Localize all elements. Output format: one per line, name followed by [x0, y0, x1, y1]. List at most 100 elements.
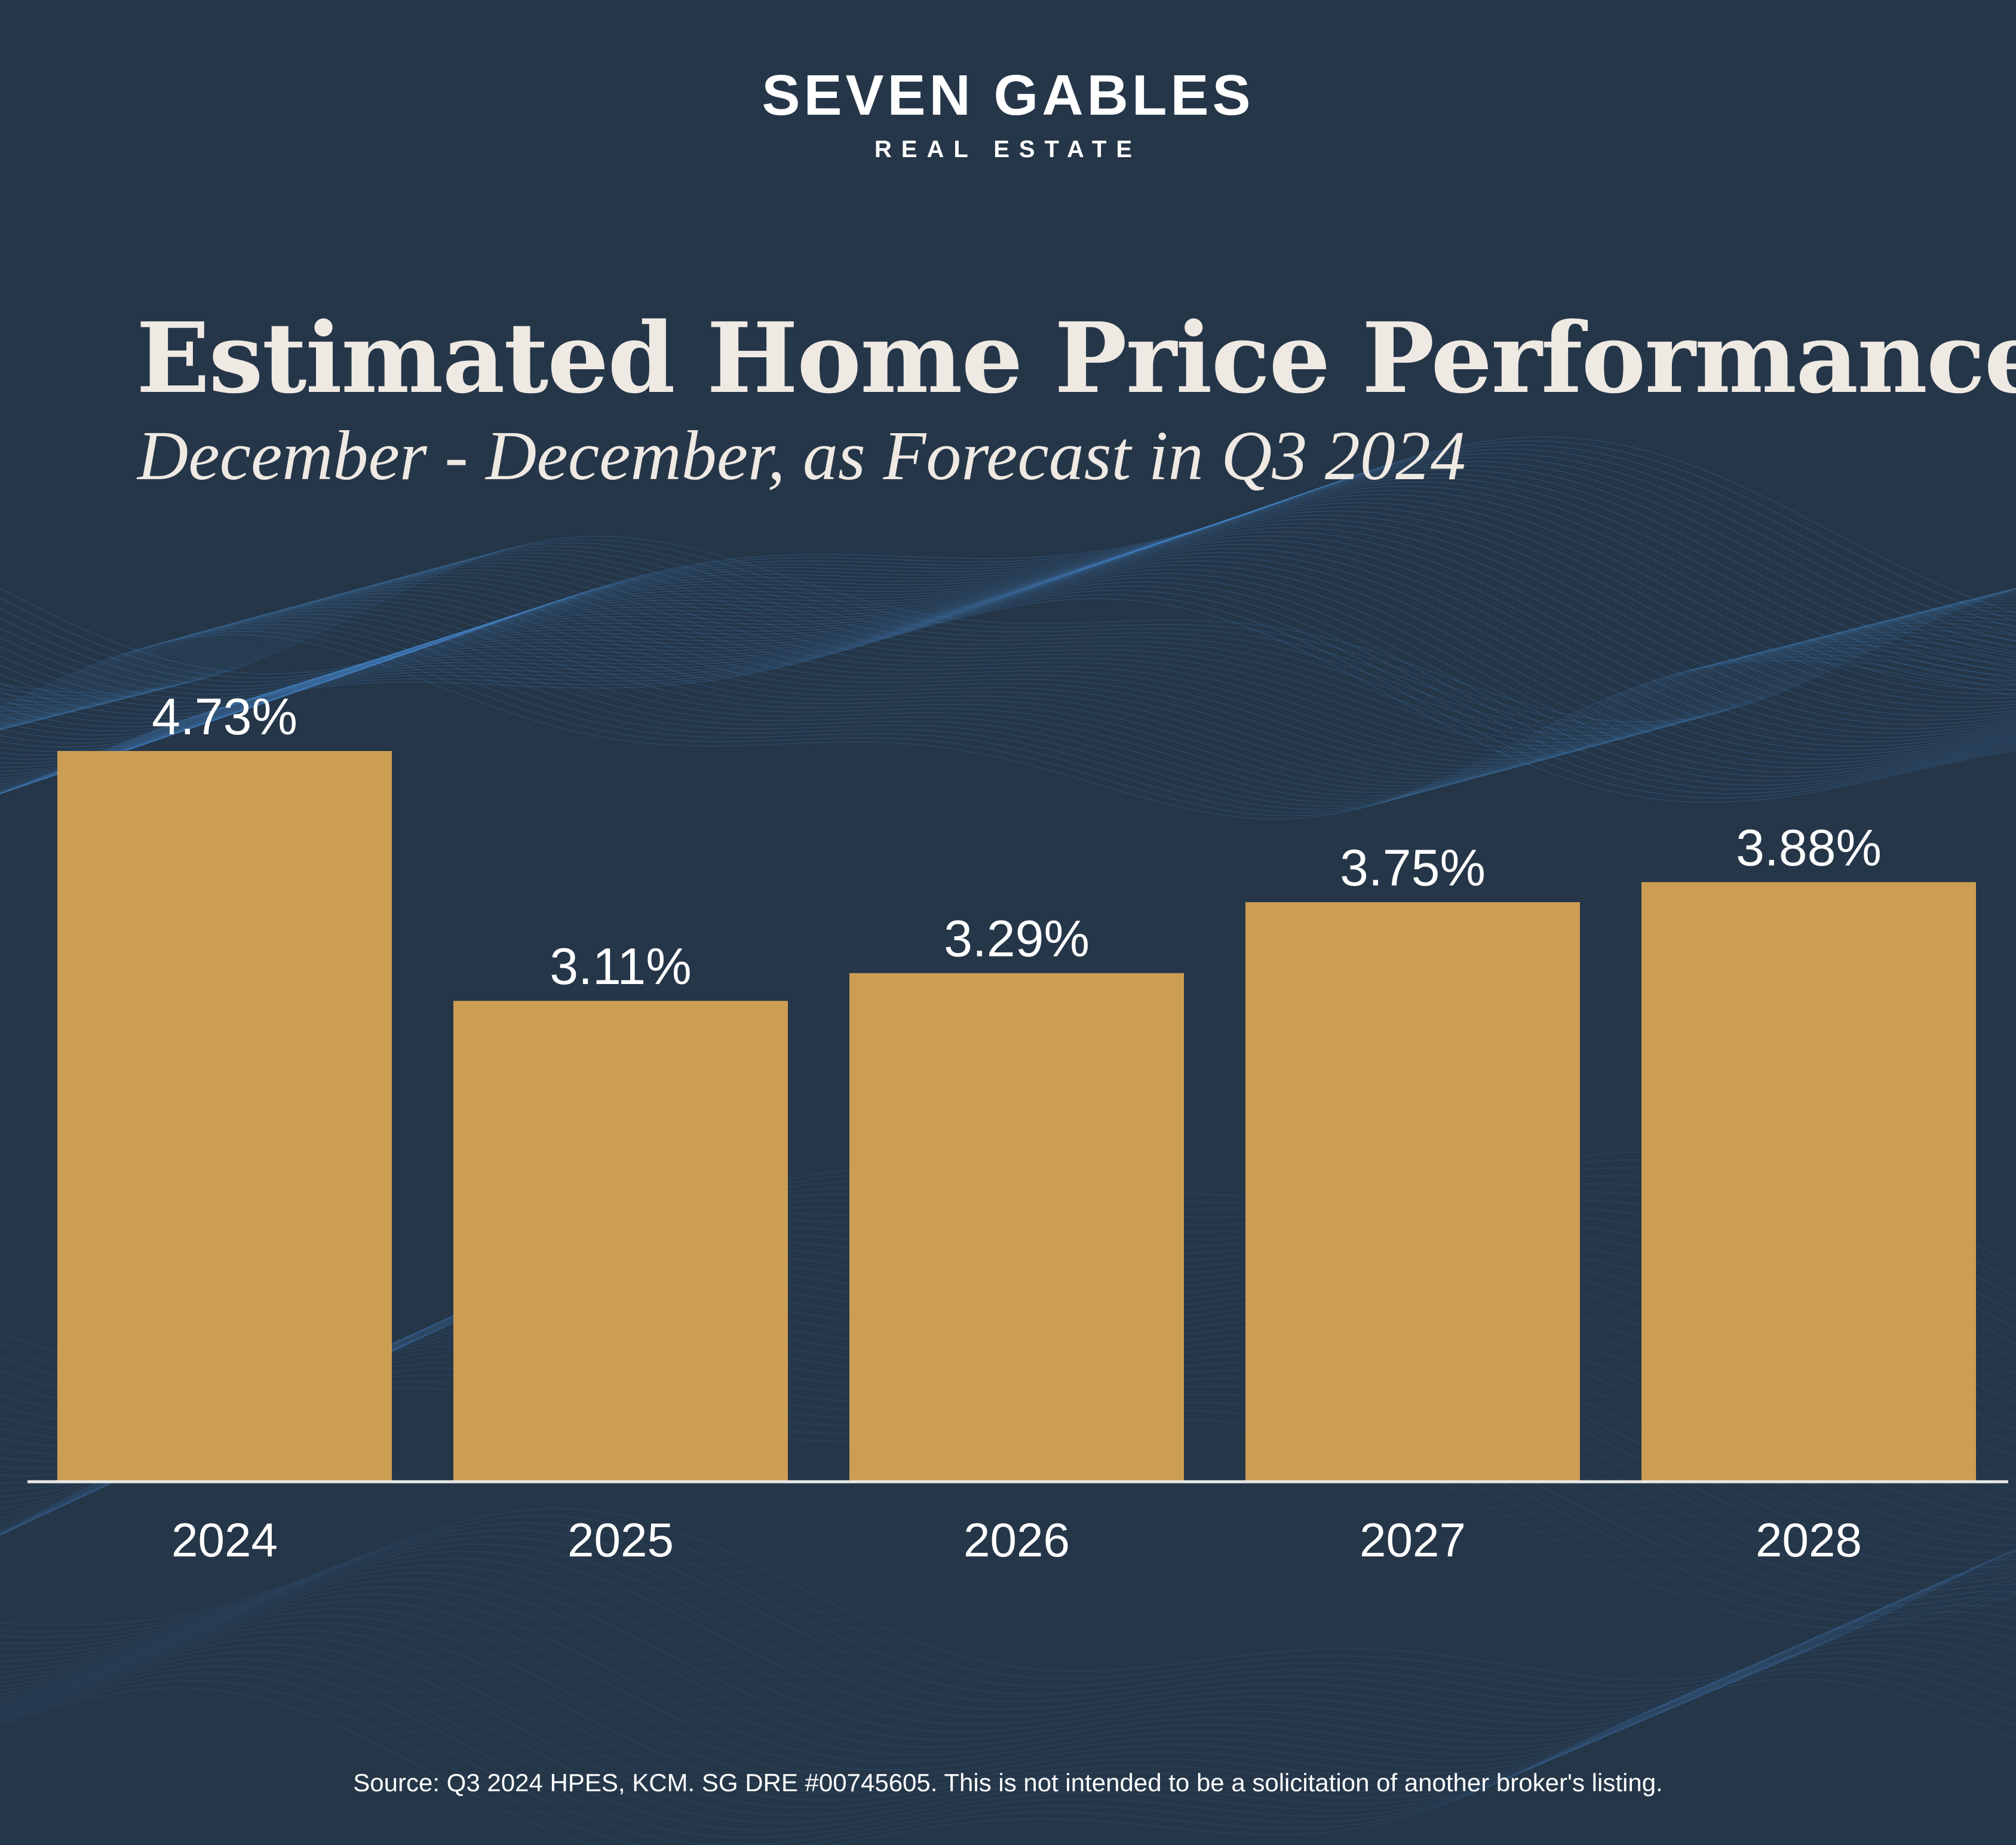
wave-line [0, 535, 2016, 723]
wave-line [0, 552, 2016, 740]
wave-line [0, 590, 2016, 795]
wave-line [0, 551, 2016, 785]
brand-logo-name: SEVEN GABLES [762, 63, 1254, 127]
wave-line [0, 1591, 2016, 1763]
wave-line [0, 620, 2016, 807]
wave-line [0, 556, 2016, 787]
wave-line [0, 481, 2016, 720]
chart-title: Estimated Home Price Performance [136, 302, 2016, 415]
wave-line [0, 1571, 2016, 1740]
wave-line [0, 610, 2016, 797]
wave-line [0, 569, 2016, 757]
wave-line [0, 485, 2016, 724]
wave-line [0, 539, 2016, 727]
wave-line [0, 598, 2016, 803]
bar-2026 [849, 973, 1184, 1481]
wave-line [0, 586, 2016, 774]
wave-line [0, 1536, 2016, 1706]
bar-2027 [1245, 902, 1580, 1481]
wave-line [0, 566, 2016, 753]
wave-line [0, 556, 2016, 743]
data-label-2025: 3.11% [550, 938, 691, 995]
wave-line [0, 494, 2016, 732]
data-label-2026: 3.29% [944, 911, 1090, 968]
wave-line [0, 543, 2016, 779]
wave-line [0, 542, 2016, 730]
wave-line [0, 465, 2016, 703]
wave-line [0, 469, 2016, 707]
wave-line [0, 531, 2016, 768]
x-tick-label-2026: 2026 [963, 1513, 1070, 1567]
wave-line [0, 448, 2016, 687]
wave-line [0, 1658, 2016, 1838]
wave-line [0, 461, 2016, 699]
wave-line [0, 634, 2016, 820]
chart-subtitle: December - December, as Forecast in Q3 2… [137, 416, 1466, 495]
wave-line [0, 599, 2016, 787]
wave-line [0, 1515, 2016, 1687]
wave-line [0, 1638, 2016, 1816]
wave-line [0, 445, 2016, 683]
wave-line [0, 1617, 2016, 1793]
wave-line [0, 562, 2016, 750]
wave-line [0, 606, 2016, 793]
wave-line [0, 545, 2016, 733]
wave-line [0, 506, 2016, 744]
data-label-2024: 4.73% [152, 688, 297, 746]
wave-line [0, 519, 2016, 756]
wave-line [0, 1631, 2016, 1809]
x-tick-label-2025: 2025 [567, 1513, 674, 1567]
wave-line [0, 452, 2016, 691]
wave-line [0, 1604, 2016, 1778]
wave-line [0, 514, 2016, 752]
wave-line [0, 548, 2016, 737]
wave-line [0, 440, 2016, 679]
wave-line [0, 527, 2016, 764]
brand-logo-tagline: REAL ESTATE [874, 136, 1142, 163]
x-tick-label-2028: 2028 [1756, 1513, 1862, 1567]
source-footnote: Source: Q3 2024 HPES, KCM. SG DRE #00745… [353, 1769, 1663, 1797]
wave-line [0, 1558, 2016, 1726]
wave-line [0, 523, 2016, 760]
wave-line [0, 577, 2016, 794]
wave-line [0, 1651, 2016, 1831]
wave-line [0, 560, 2016, 789]
wave-line [0, 1543, 2016, 1712]
wave-line [0, 477, 2016, 715]
wave-line [0, 1550, 2016, 1718]
wave-line [0, 596, 2016, 784]
wave-line [0, 535, 2016, 772]
wave-line [0, 589, 2016, 777]
wave-line [0, 576, 2016, 764]
wave-line [0, 498, 2016, 736]
data-label-2027: 3.75% [1340, 839, 1486, 897]
wave-line [0, 540, 2016, 776]
bar-2024 [57, 751, 392, 1481]
wave-line [0, 1584, 2016, 1755]
wave-line [0, 583, 2016, 770]
wave-line [0, 586, 2016, 795]
wave-line [0, 1578, 2016, 1748]
wave-line [0, 456, 2016, 695]
wave-line [0, 593, 2016, 780]
wave-line [0, 559, 2016, 747]
wave-line [0, 1508, 2016, 1681]
wave-line [0, 502, 2016, 740]
wave-line [0, 624, 2016, 810]
bar-2028 [1641, 882, 1976, 1481]
wave-line [0, 627, 2016, 813]
wave-line [0, 1529, 2016, 1700]
data-label-2028: 3.88% [1736, 819, 1882, 876]
wave-line [0, 436, 2016, 675]
wave-line [0, 510, 2016, 748]
wave-line [0, 572, 2016, 793]
wave-line [0, 613, 2016, 800]
wave-line [0, 1678, 2016, 1845]
wave-line [0, 548, 2016, 782]
wave-line [0, 1665, 2016, 1845]
wave-line [0, 579, 2016, 767]
wave-line [0, 1625, 2016, 1801]
wave-line [0, 603, 2016, 790]
wave-line [0, 581, 2016, 795]
